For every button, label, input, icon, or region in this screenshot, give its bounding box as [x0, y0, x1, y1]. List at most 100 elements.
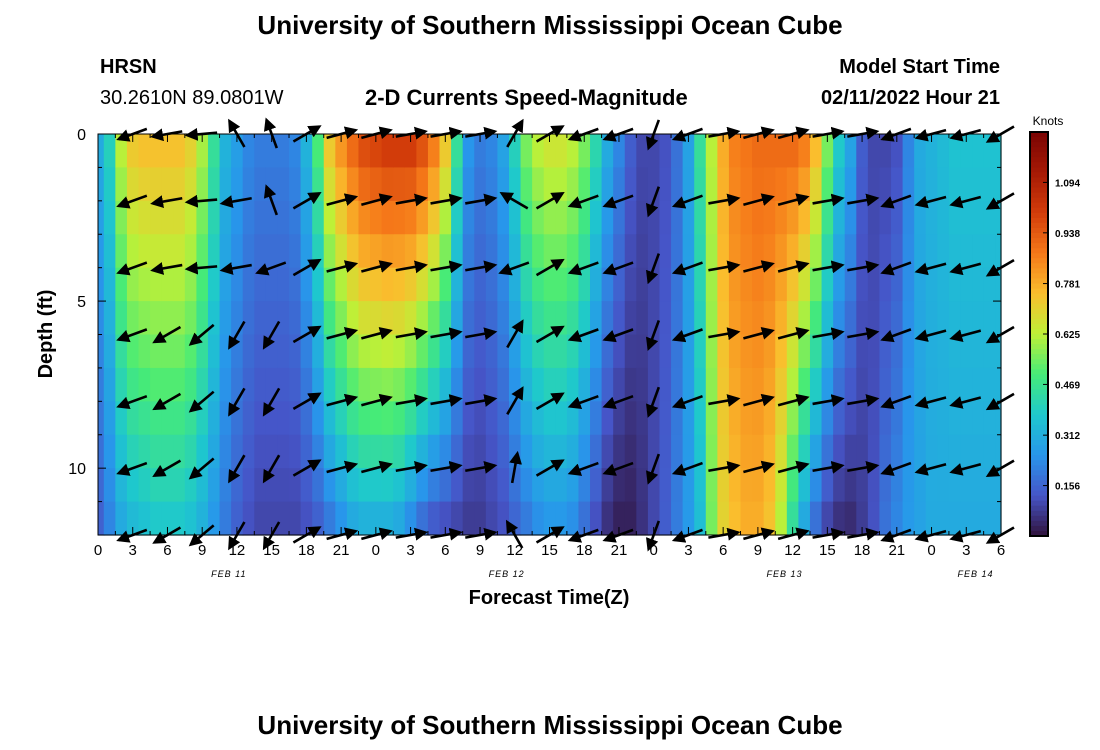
heat-cell — [439, 267, 452, 302]
heat-cell — [335, 267, 348, 302]
colorbar-tick-label: 1.094 — [1055, 178, 1080, 189]
heat-cell — [300, 167, 313, 202]
current-vector-arrow — [361, 460, 393, 474]
heat-cell — [126, 301, 140, 336]
colorbar-segment — [1030, 233, 1048, 239]
heat-cell — [624, 501, 637, 536]
heat-cell — [103, 501, 116, 536]
heat-cell — [740, 434, 753, 469]
x-tick-label: 6 — [997, 542, 1005, 559]
heat-cell — [821, 134, 834, 169]
heat-cell — [126, 401, 140, 436]
heat-cell — [474, 334, 487, 369]
colorbar-segment — [1030, 359, 1048, 365]
date-label: FEB 14 — [958, 569, 994, 579]
heat-cell — [381, 167, 394, 202]
colorbar-segment — [1030, 339, 1048, 345]
heat-cell — [879, 401, 892, 436]
current-vector-arrow — [292, 325, 322, 344]
heat-cell — [497, 468, 510, 503]
heat-cell — [485, 367, 499, 402]
heat-cell — [578, 167, 591, 202]
heat-cell — [624, 367, 637, 402]
heat-cell — [358, 134, 371, 169]
heat-cell — [763, 401, 776, 436]
heat-cell — [126, 234, 140, 269]
heat-cell — [289, 200, 302, 235]
heat-cell — [150, 167, 163, 202]
heat-cell — [115, 501, 128, 536]
heat-cell — [833, 434, 846, 469]
heat-cell — [439, 434, 452, 469]
current-vector-arrow — [777, 460, 810, 474]
heat-cell — [601, 167, 614, 202]
heat-cell — [532, 301, 545, 336]
heat-cell — [485, 334, 499, 369]
heat-cell — [173, 134, 186, 169]
heat-cell — [728, 200, 742, 235]
heat-cell — [798, 200, 811, 235]
heat-cell — [925, 501, 938, 536]
heat-cell — [184, 434, 198, 469]
current-vector-arrow — [949, 463, 982, 476]
heat-cell — [833, 167, 846, 202]
heat-cell — [972, 367, 985, 402]
current-vector-arrow — [743, 260, 775, 273]
heat-cell — [404, 134, 417, 169]
current-vector-arrow — [671, 194, 703, 209]
heat-cell — [439, 501, 452, 536]
heat-cell — [856, 267, 869, 302]
heat-cell — [346, 234, 360, 269]
heat-cell — [231, 234, 244, 269]
heat-cell — [728, 234, 742, 269]
heat-cell — [879, 501, 892, 536]
heat-cell — [289, 401, 302, 436]
heat-cell — [763, 134, 776, 169]
heat-cell — [219, 200, 232, 235]
heat-cell — [300, 367, 313, 402]
heat-cell — [451, 401, 464, 436]
current-vector-arrow — [150, 195, 183, 209]
heat-cell — [914, 267, 927, 302]
heat-cell — [902, 434, 915, 469]
colorbar-segment — [1030, 288, 1048, 295]
heat-cell — [705, 501, 718, 536]
heat-cell — [948, 234, 962, 269]
heat-cell — [242, 267, 255, 302]
heat-cell — [705, 367, 718, 402]
heat-cell — [335, 234, 348, 269]
current-vector-arrow — [671, 261, 703, 276]
heat-cell — [798, 267, 811, 302]
colorbar-segment — [1030, 273, 1048, 280]
current-vector-arrow — [116, 461, 148, 476]
current-vector-arrow — [847, 394, 880, 407]
heat-cell — [462, 334, 475, 369]
y-tick-label: 10 — [68, 461, 86, 478]
heat-cell — [809, 334, 823, 369]
colorbar: 1.094 0.938 0.781 0.625 0.469 0.312 0.156 — [1029, 131, 1080, 537]
heat-cell — [416, 267, 429, 302]
heat-cell — [126, 434, 140, 469]
y-axis: 0 5 10 — [68, 127, 1001, 503]
current-vector-arrow — [880, 461, 912, 476]
heat-cell — [844, 334, 857, 369]
heat-cell — [752, 267, 765, 302]
heat-cell — [902, 301, 915, 336]
heat-cell — [647, 200, 661, 235]
current-vector-arrow — [326, 260, 359, 273]
heat-cell — [647, 334, 661, 369]
heat-cell — [624, 200, 637, 235]
heat-cell — [358, 267, 371, 302]
heat-cell — [196, 434, 209, 469]
current-vector-arrow — [326, 327, 359, 340]
colorbar-segment — [1030, 409, 1048, 416]
heat-cell — [219, 267, 232, 302]
heat-cell — [763, 200, 776, 235]
heat-cell — [752, 434, 765, 469]
current-vector-arrow — [646, 386, 661, 418]
heat-cell — [346, 200, 360, 235]
colorbar-segment — [1030, 384, 1048, 391]
heat-cell — [219, 301, 232, 336]
heat-cell — [925, 134, 938, 169]
